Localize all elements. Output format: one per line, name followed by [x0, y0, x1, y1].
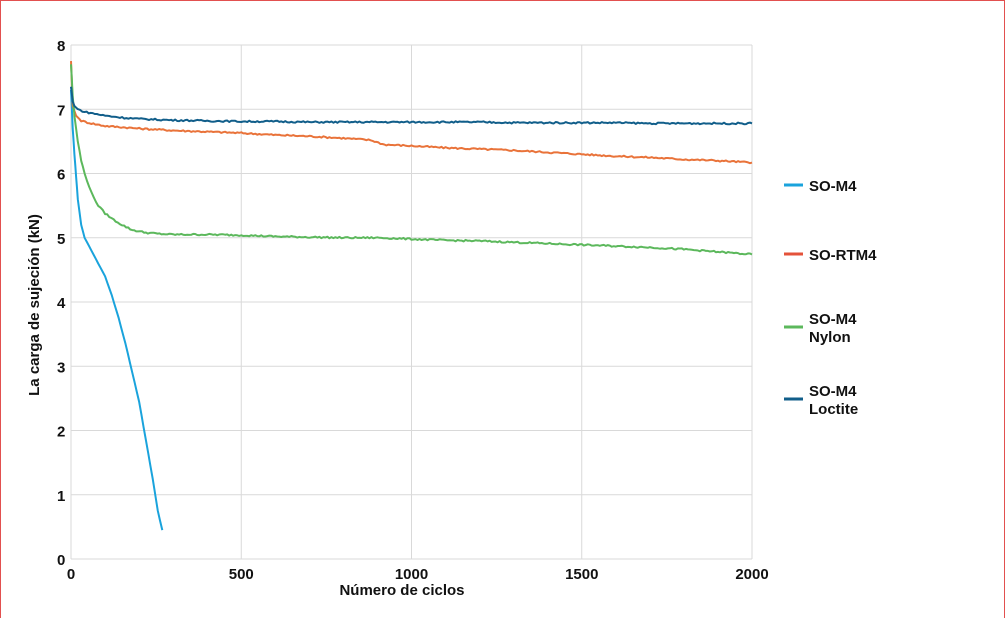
series-line-0 — [70, 89, 164, 531]
x-tick-label: 1000 — [395, 566, 428, 583]
series-lines — [70, 61, 753, 531]
y-tick-label: 0 — [57, 552, 65, 569]
y-tick-label: 3 — [57, 359, 65, 376]
legend-item: SO-RTM4 — [784, 247, 877, 264]
legend-label: Loctite — [809, 401, 858, 418]
y-tick-label: 6 — [57, 167, 65, 184]
y-tick-label: 4 — [57, 295, 66, 312]
x-tick-label: 1500 — [565, 566, 598, 583]
x-axis-ticks: 0 500 1000 1500 2000 — [67, 566, 769, 583]
y-tick-label: 1 — [57, 488, 65, 505]
x-tick-label: 0 — [67, 566, 75, 583]
legend-label: SO-RTM4 — [809, 247, 877, 264]
y-tick-label: 7 — [57, 102, 65, 119]
legend-label: Nylon — [809, 329, 851, 346]
series-line-2 — [70, 64, 753, 256]
y-axis-title: La carga de sujeción (kN) — [26, 214, 43, 396]
y-tick-label: 2 — [57, 424, 65, 441]
series-line-3 — [70, 86, 753, 126]
y-axis-ticks: 0 1 2 3 4 5 6 7 8 — [57, 38, 66, 569]
series-line-1 — [70, 61, 753, 165]
legend-label: SO-M4 — [809, 178, 857, 195]
x-tick-label: 500 — [229, 566, 254, 583]
legend-label: SO-M4 — [809, 383, 857, 400]
x-axis-title: Número de ciclos — [339, 582, 464, 599]
legend-label: SO-M4 — [809, 311, 857, 328]
y-tick-label: 5 — [57, 231, 65, 248]
y-tick-label: 8 — [57, 38, 65, 55]
x-tick-label: 2000 — [735, 566, 768, 583]
legend-item: SO-M4 — [784, 178, 857, 195]
grid — [70, 44, 753, 560]
